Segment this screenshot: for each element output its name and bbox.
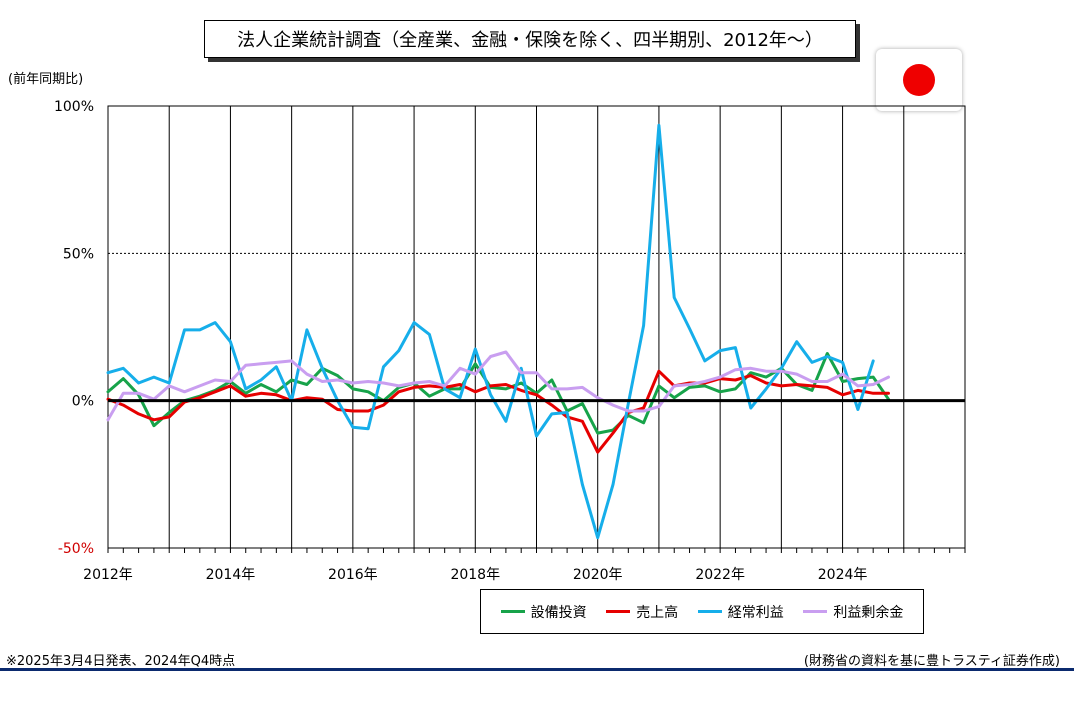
y-tick-label: 0% [72, 394, 94, 410]
legend-swatch [803, 610, 828, 613]
x-tick-label: 2024年 [818, 567, 868, 583]
legend-swatch [500, 610, 525, 613]
legend-swatch [697, 610, 722, 613]
legend-label: 利益剰余金 [833, 604, 904, 621]
y-tick-label: -50% [58, 541, 94, 557]
japan-flag-badge [876, 49, 962, 111]
legend-item: 設備投資 [500, 602, 587, 622]
x-tick-label: 2022年 [695, 567, 745, 583]
source-note: (財務省の資料を基に豊トラスティ証券作成) [803, 654, 1060, 669]
chart-legend: 設備投資 売上高 経常利益 利益剰余金 [480, 589, 924, 634]
x-tick-label: 2016年 [328, 567, 378, 583]
legend-label: 設備投資 [530, 604, 587, 621]
series-line [106, 352, 890, 435]
x-tick-label: 2018年 [450, 567, 500, 583]
legend-item: 売上高 [606, 602, 678, 622]
release-note: ※2025年3月4日発表、2024年Q4時点 [6, 654, 236, 669]
legend-swatch [606, 610, 631, 613]
chart-title-text: 法人企業統計調査（全産業、金融・保険を除く、四半期別、2012年～） [237, 30, 823, 51]
legend-label: 経常利益 [727, 604, 784, 621]
japan-flag-icon [903, 64, 935, 96]
series-line [106, 369, 890, 454]
y-tick-label: 50% [63, 246, 94, 262]
y-axis-label: (前年同期比) [8, 72, 84, 87]
x-tick-label: 2020年 [573, 567, 623, 583]
series-line [106, 123, 875, 540]
legend-item: 利益剰余金 [803, 602, 903, 622]
series-line [106, 350, 890, 422]
x-tick-label: 2012年 [83, 567, 133, 583]
legend-label: 売上高 [636, 604, 679, 621]
line-chart: 100% 50% 0% -50% 2012年 2014年 2016年 2018年 2020年 20… [54, 99, 966, 583]
y-tick-label: 100% [54, 99, 94, 115]
bottom-rule [0, 668, 1074, 671]
x-tick-label: 2014年 [206, 567, 256, 583]
legend-item: 経常利益 [697, 602, 784, 622]
chart-title: 法人企業統計調査（全産業、金融・保険を除く、四半期別、2012年～） [204, 20, 856, 58]
